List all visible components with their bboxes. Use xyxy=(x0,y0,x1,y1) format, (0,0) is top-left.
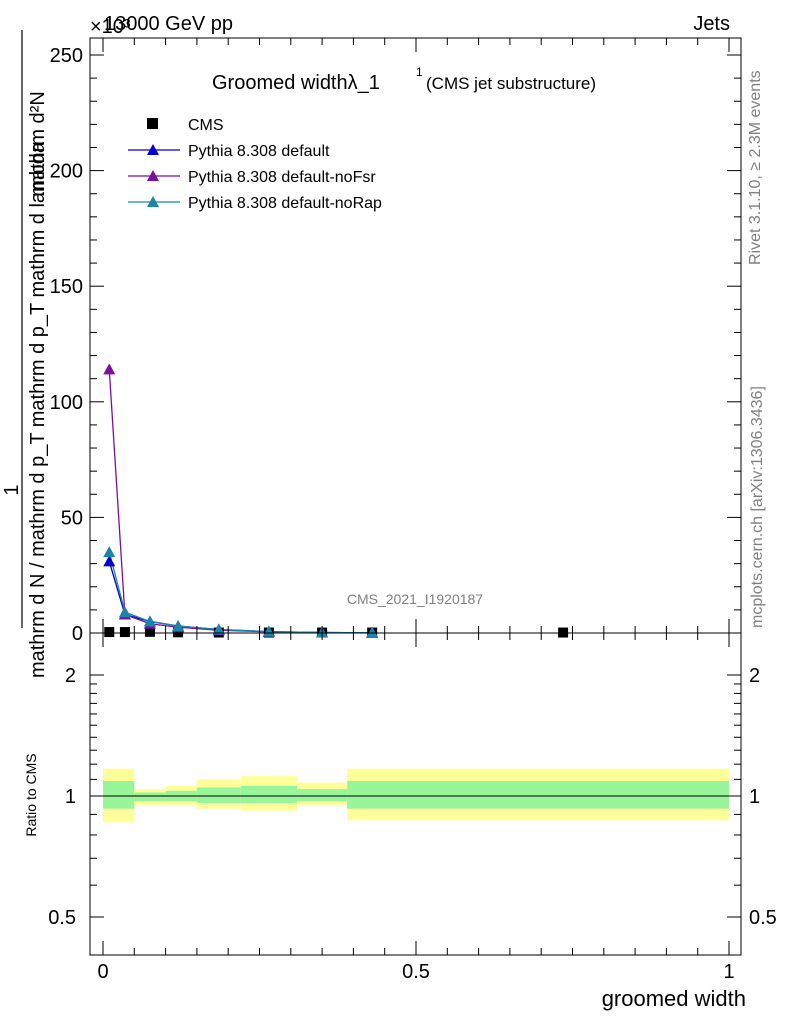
legend-label-default: Pythia 8.308 default xyxy=(188,143,330,160)
main-y-axis-label: mathrm d²N 1 mathrm d N / mathrm d p_T m… xyxy=(1,30,49,678)
series-point-3 xyxy=(262,625,275,637)
series-point-3 xyxy=(366,626,379,638)
main-y-tick-label: 50 xyxy=(61,507,83,529)
ratio-y-tick-label: 1 xyxy=(65,786,76,808)
ratio-y-tick-label-right: 1 xyxy=(749,786,760,808)
ratio-inner-band xyxy=(297,789,348,802)
main-y-tick-label: 150 xyxy=(50,276,83,298)
cms-data-point xyxy=(104,627,115,638)
main-y-tick-label: 0 xyxy=(72,623,83,645)
x-tick-label: 0 xyxy=(97,961,108,983)
cms-data-point xyxy=(119,627,130,638)
rivet-label: Rivet 3.1.10, ≥ 2.3M events xyxy=(747,70,764,265)
chart-subtitle: (CMS jet substructure) xyxy=(426,74,596,93)
legend-label-nofsr: Pythia 8.308 default-noFsr xyxy=(188,169,376,186)
main-series-layer xyxy=(103,363,569,638)
series-point-3 xyxy=(172,620,185,632)
header-right: Jets xyxy=(693,13,730,35)
ratio-y-label: Ratio to CMS xyxy=(23,753,39,836)
ratio-bands-layer xyxy=(103,768,729,823)
main-x-ticks xyxy=(102,38,730,633)
chart-title-group: Groomed widthλ_1 1 (CMS jet substructure… xyxy=(212,65,596,94)
ratio-plot-panel: 0.5 0.51 12 2 0 0.5 1 xyxy=(48,632,777,983)
series-point-3 xyxy=(103,546,116,558)
ratio-y-tick-label: 0.5 xyxy=(48,907,76,929)
series-point-2 xyxy=(103,363,116,375)
ratio-inner-band xyxy=(103,780,135,809)
series-point-1 xyxy=(103,555,116,567)
x-tick-label: 1 xyxy=(723,961,734,983)
legend: CMS Pythia 8.308 default Pythia 8.308 de… xyxy=(128,117,382,212)
chart-title-superscript: 1 xyxy=(416,65,423,79)
ratio-y-tick-label-right: 2 xyxy=(749,665,760,687)
ratio-x-ticks: 0 0.5 1 xyxy=(97,633,735,983)
x-tick-label: 0.5 xyxy=(402,961,430,983)
series-line-3 xyxy=(108,551,373,634)
ylabel-numerator: mathrm d²N xyxy=(27,91,49,197)
ylabel-fraction-top: 1 xyxy=(1,484,23,495)
main-plot-panel: 0 50 100 150 200 250 xyxy=(50,37,742,645)
x-axis-label: groomed width xyxy=(602,986,746,1011)
y-exponent: ×10³ xyxy=(90,16,131,38)
legend-marker-norap xyxy=(147,196,159,207)
cms-data-point xyxy=(173,627,184,638)
analysis-watermark: CMS_2021_I1920187 xyxy=(347,591,483,607)
main-y-ticks: 0 50 100 150 200 250 xyxy=(50,45,741,645)
legend-marker-cms xyxy=(147,118,158,129)
series-point-3 xyxy=(118,606,131,618)
header-left: 13000 GeV pp xyxy=(104,13,233,35)
ylabel-denominator: mathrm d N / mathrm d p_T mathrm d p_T m… xyxy=(27,141,49,678)
ratio-y-tick-label-right: 0.5 xyxy=(749,907,777,929)
ratio-inner-band xyxy=(134,792,166,802)
ratio-y-tick-label: 2 xyxy=(65,665,76,687)
cms-data-point xyxy=(144,626,155,637)
main-y-tick-label: 250 xyxy=(50,45,83,67)
ratio-inner-band xyxy=(240,785,298,804)
series-point-3 xyxy=(212,623,225,635)
main-y-tick-label: 100 xyxy=(50,392,83,414)
legend-label-cms: CMS xyxy=(188,117,224,134)
mcplots-label: mcplots.cern.ch [arXiv:1306.3436] xyxy=(749,386,766,628)
main-y-tick-label: 200 xyxy=(50,161,83,183)
legend-marker-default xyxy=(147,144,159,155)
ratio-y-ticks: 0.5 0.5 1 1 2 2 xyxy=(48,665,777,929)
legend-label-norap: Pythia 8.308 default-noRap xyxy=(188,195,382,212)
series-line-2 xyxy=(108,369,373,634)
series-point-3 xyxy=(143,615,156,627)
ratio-inner-band xyxy=(347,780,729,809)
legend-marker-nofsr xyxy=(147,170,159,181)
ratio-inner-band xyxy=(196,787,241,804)
chart-title: Groomed widthλ_1 xyxy=(212,72,380,94)
